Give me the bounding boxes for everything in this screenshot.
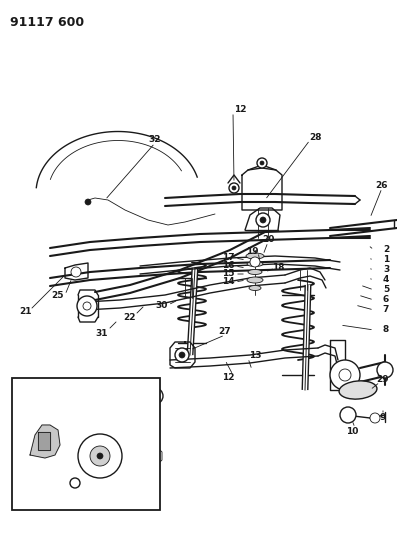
- Circle shape: [260, 217, 266, 223]
- Text: 4: 4: [383, 276, 389, 285]
- Ellipse shape: [247, 277, 263, 283]
- Circle shape: [370, 413, 380, 423]
- Ellipse shape: [249, 286, 261, 290]
- Text: 7: 7: [383, 305, 389, 314]
- Text: 12: 12: [222, 374, 234, 383]
- Circle shape: [340, 407, 356, 423]
- Polygon shape: [38, 432, 50, 450]
- Circle shape: [250, 257, 260, 267]
- Text: 17: 17: [222, 254, 234, 262]
- Circle shape: [90, 446, 110, 466]
- Circle shape: [377, 362, 393, 378]
- Text: 31: 31: [96, 328, 108, 337]
- Text: 24: 24: [66, 498, 78, 507]
- Circle shape: [256, 213, 270, 227]
- Circle shape: [77, 296, 97, 316]
- Circle shape: [85, 199, 91, 205]
- Circle shape: [83, 302, 91, 310]
- Text: 12: 12: [234, 106, 246, 115]
- Text: 27: 27: [219, 327, 231, 336]
- Text: 2: 2: [383, 246, 389, 254]
- Circle shape: [339, 369, 351, 381]
- Text: 23: 23: [112, 410, 124, 419]
- Circle shape: [179, 352, 185, 358]
- Circle shape: [257, 158, 267, 168]
- Text: 19: 19: [246, 247, 258, 256]
- Text: 7: 7: [152, 456, 158, 464]
- Bar: [12, 378, 160, 510]
- Circle shape: [175, 348, 189, 362]
- Text: 9: 9: [380, 414, 386, 423]
- Text: 20: 20: [262, 236, 274, 245]
- Ellipse shape: [248, 270, 262, 274]
- Circle shape: [330, 360, 360, 390]
- Ellipse shape: [246, 253, 264, 259]
- Circle shape: [70, 478, 80, 488]
- Polygon shape: [30, 425, 60, 458]
- Text: 14: 14: [222, 278, 234, 287]
- Text: 28: 28: [309, 133, 321, 142]
- Text: 3: 3: [383, 265, 389, 274]
- Circle shape: [229, 183, 239, 193]
- Text: 18: 18: [272, 262, 284, 271]
- Ellipse shape: [247, 262, 263, 266]
- Circle shape: [232, 186, 236, 190]
- Text: 5: 5: [383, 286, 389, 295]
- Text: 15: 15: [222, 270, 234, 279]
- Text: 30: 30: [156, 301, 168, 310]
- Text: 27: 27: [12, 488, 24, 497]
- Text: 1: 1: [383, 255, 389, 264]
- Circle shape: [78, 434, 122, 478]
- Ellipse shape: [339, 381, 377, 399]
- Circle shape: [71, 267, 81, 277]
- Text: 26: 26: [376, 181, 388, 190]
- Text: 32: 32: [149, 135, 161, 144]
- Text: 11: 11: [134, 399, 146, 408]
- Text: 10: 10: [346, 427, 358, 437]
- Text: 21: 21: [19, 308, 31, 317]
- Text: 91117 600: 91117 600: [10, 16, 84, 29]
- Text: 13: 13: [249, 351, 261, 359]
- Circle shape: [260, 161, 264, 165]
- Text: 22: 22: [124, 313, 136, 322]
- Text: 6: 6: [383, 295, 389, 304]
- Text: 16: 16: [222, 262, 234, 271]
- Text: 25: 25: [52, 290, 64, 300]
- Circle shape: [147, 388, 163, 404]
- Text: 8: 8: [383, 326, 389, 335]
- Circle shape: [97, 453, 103, 459]
- Text: 29: 29: [377, 376, 389, 384]
